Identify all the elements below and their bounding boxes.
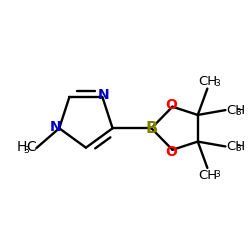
Text: CH: CH <box>198 169 217 182</box>
Text: CH: CH <box>198 74 217 88</box>
Text: H: H <box>17 140 27 154</box>
Text: O: O <box>166 98 177 112</box>
Text: CH: CH <box>226 140 246 153</box>
Text: O: O <box>166 144 177 158</box>
Text: 3: 3 <box>214 170 220 179</box>
Text: N: N <box>50 120 61 134</box>
Text: 3: 3 <box>236 144 242 153</box>
Text: N: N <box>98 88 109 102</box>
Text: CH: CH <box>226 104 246 117</box>
Text: 3: 3 <box>214 79 220 88</box>
Text: C: C <box>26 140 36 154</box>
Text: 3: 3 <box>24 146 29 155</box>
Text: B: B <box>145 121 158 136</box>
Text: 3: 3 <box>236 108 242 116</box>
